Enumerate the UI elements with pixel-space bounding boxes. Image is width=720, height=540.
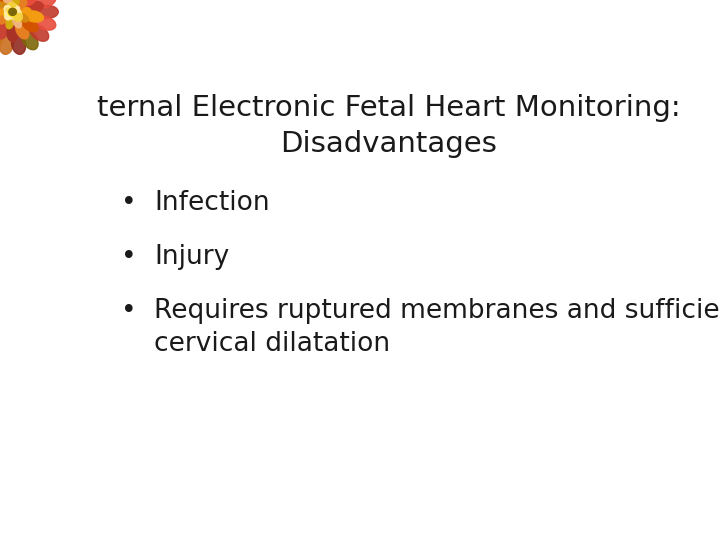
Text: ternal Electronic Fetal Heart Monitoring:
Disadvantages: ternal Electronic Fetal Heart Monitoring… [96, 94, 680, 158]
Circle shape [12, 11, 17, 16]
Ellipse shape [36, 5, 58, 18]
Circle shape [8, 3, 15, 10]
Text: •: • [121, 298, 137, 323]
Ellipse shape [35, 0, 55, 8]
Ellipse shape [0, 31, 4, 50]
Circle shape [6, 8, 10, 12]
Circle shape [14, 14, 19, 19]
Ellipse shape [7, 24, 18, 42]
Ellipse shape [11, 0, 19, 8]
Circle shape [9, 12, 17, 19]
Circle shape [5, 14, 12, 20]
Circle shape [14, 11, 20, 17]
Ellipse shape [13, 16, 22, 28]
Ellipse shape [16, 0, 29, 2]
Circle shape [4, 6, 10, 11]
Circle shape [9, 8, 17, 16]
Circle shape [14, 11, 22, 18]
Ellipse shape [6, 16, 14, 29]
Circle shape [15, 12, 22, 18]
Circle shape [14, 6, 19, 11]
Circle shape [14, 14, 22, 21]
Ellipse shape [4, 0, 12, 8]
Circle shape [6, 13, 12, 18]
Ellipse shape [12, 34, 26, 55]
Ellipse shape [35, 16, 55, 30]
Ellipse shape [0, 2, 9, 11]
Circle shape [13, 9, 19, 15]
Text: •: • [121, 244, 137, 269]
Ellipse shape [22, 31, 38, 50]
Ellipse shape [0, 22, 9, 39]
Ellipse shape [22, 0, 38, 6]
Ellipse shape [17, 8, 31, 15]
Circle shape [13, 10, 19, 16]
Ellipse shape [16, 22, 29, 39]
Text: Injury: Injury [154, 244, 230, 269]
Circle shape [12, 12, 17, 17]
Ellipse shape [0, 18, 4, 32]
Ellipse shape [0, 0, 4, 6]
Ellipse shape [22, 18, 38, 32]
Ellipse shape [15, 0, 27, 10]
Ellipse shape [0, 9, 8, 16]
Circle shape [4, 12, 10, 18]
Circle shape [15, 12, 22, 18]
Text: Requires ruptured membranes and sufficient
cervical dilatation: Requires ruptured membranes and sufficie… [154, 298, 720, 356]
Circle shape [12, 8, 20, 16]
Ellipse shape [0, 14, 10, 24]
Circle shape [9, 12, 14, 17]
Circle shape [15, 10, 21, 15]
Circle shape [7, 5, 12, 9]
Circle shape [8, 8, 17, 16]
Text: •: • [121, 190, 137, 215]
Ellipse shape [30, 24, 49, 41]
Ellipse shape [0, 0, 9, 2]
Circle shape [4, 9, 12, 16]
Ellipse shape [0, 34, 14, 55]
Ellipse shape [24, 11, 43, 22]
Circle shape [4, 6, 11, 12]
Circle shape [8, 11, 13, 16]
Text: Infection: Infection [154, 190, 270, 215]
Ellipse shape [16, 13, 29, 22]
Ellipse shape [24, 2, 43, 13]
Circle shape [8, 9, 13, 13]
Circle shape [4, 5, 10, 11]
Circle shape [12, 4, 17, 9]
Circle shape [12, 10, 17, 15]
